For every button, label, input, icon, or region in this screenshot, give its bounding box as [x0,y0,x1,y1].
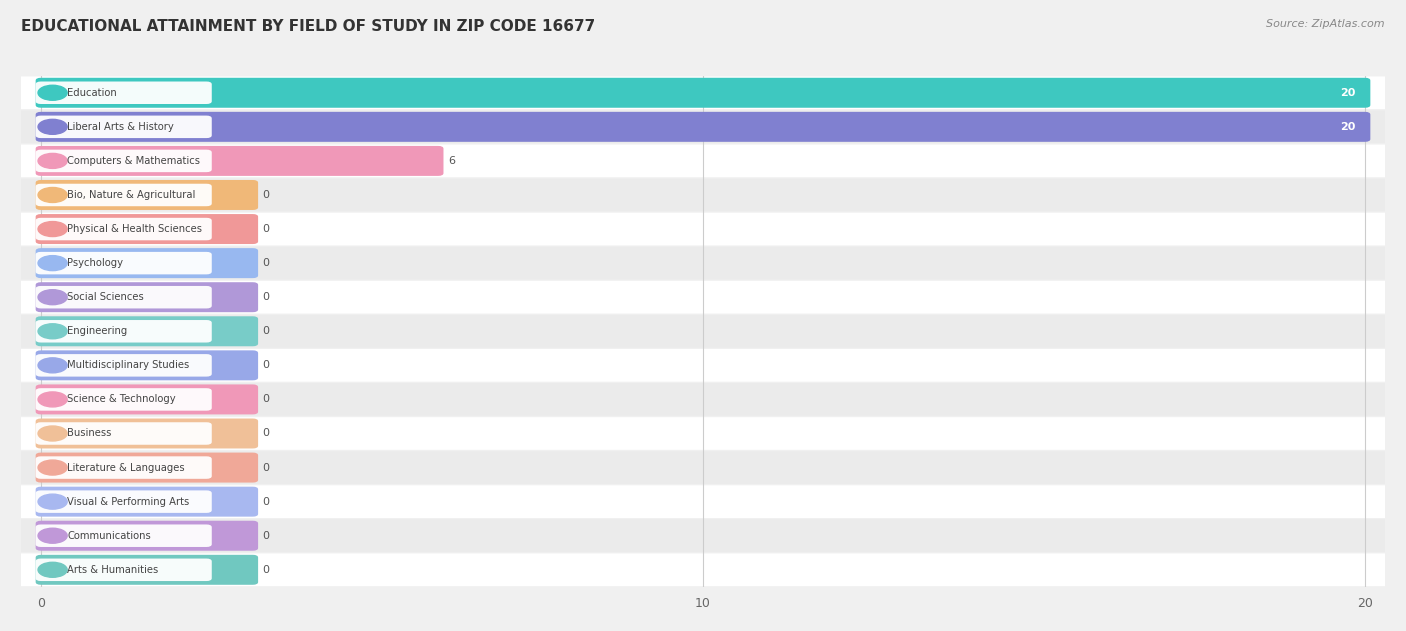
FancyBboxPatch shape [8,383,1398,416]
FancyBboxPatch shape [35,81,212,104]
Circle shape [38,358,67,373]
FancyBboxPatch shape [35,150,212,172]
Text: 0: 0 [263,326,270,336]
FancyBboxPatch shape [35,452,259,483]
Circle shape [38,562,67,577]
FancyBboxPatch shape [35,555,259,585]
Circle shape [38,426,67,441]
FancyBboxPatch shape [8,247,1398,280]
Circle shape [38,187,67,203]
FancyBboxPatch shape [35,248,259,278]
FancyBboxPatch shape [35,354,212,377]
FancyBboxPatch shape [35,521,259,551]
FancyBboxPatch shape [8,281,1398,314]
Text: 0: 0 [263,292,270,302]
Circle shape [38,290,67,305]
FancyBboxPatch shape [8,213,1398,245]
Text: 0: 0 [263,428,270,439]
Circle shape [38,119,67,134]
Text: Education: Education [67,88,117,98]
FancyBboxPatch shape [35,146,443,176]
FancyBboxPatch shape [8,144,1398,177]
FancyBboxPatch shape [8,451,1398,484]
Text: Visual & Performing Arts: Visual & Performing Arts [67,497,190,507]
Text: 0: 0 [263,463,270,473]
FancyBboxPatch shape [8,485,1398,518]
Text: Psychology: Psychology [67,258,124,268]
Text: Communications: Communications [67,531,150,541]
Text: Physical & Health Sciences: Physical & Health Sciences [67,224,202,234]
FancyBboxPatch shape [35,422,212,445]
FancyBboxPatch shape [35,384,259,415]
FancyBboxPatch shape [35,252,212,274]
Circle shape [38,85,67,100]
FancyBboxPatch shape [8,519,1398,552]
Text: Bio, Nature & Agricultural: Bio, Nature & Agricultural [67,190,195,200]
Text: Liberal Arts & History: Liberal Arts & History [67,122,174,132]
FancyBboxPatch shape [35,180,259,210]
FancyBboxPatch shape [35,558,212,581]
Circle shape [38,460,67,475]
Circle shape [38,324,67,339]
Text: Science & Technology: Science & Technology [67,394,176,404]
Text: Arts & Humanities: Arts & Humanities [67,565,159,575]
Text: Business: Business [67,428,111,439]
FancyBboxPatch shape [8,417,1398,450]
FancyBboxPatch shape [35,78,1371,108]
Text: 0: 0 [263,360,270,370]
FancyBboxPatch shape [35,112,1371,142]
FancyBboxPatch shape [8,315,1398,348]
Text: Engineering: Engineering [67,326,128,336]
FancyBboxPatch shape [8,76,1398,109]
FancyBboxPatch shape [35,456,212,479]
Text: Computers & Mathematics: Computers & Mathematics [67,156,200,166]
FancyBboxPatch shape [35,490,212,513]
FancyBboxPatch shape [35,388,212,411]
FancyBboxPatch shape [35,524,212,547]
Text: Source: ZipAtlas.com: Source: ZipAtlas.com [1267,19,1385,29]
FancyBboxPatch shape [35,214,259,244]
FancyBboxPatch shape [35,282,259,312]
Text: 0: 0 [263,190,270,200]
FancyBboxPatch shape [35,218,212,240]
Text: Multidisciplinary Studies: Multidisciplinary Studies [67,360,190,370]
Circle shape [38,392,67,407]
Text: 0: 0 [263,531,270,541]
Text: 0: 0 [263,497,270,507]
FancyBboxPatch shape [35,487,259,517]
Circle shape [38,528,67,543]
FancyBboxPatch shape [35,184,212,206]
Circle shape [38,221,67,237]
Text: Literature & Languages: Literature & Languages [67,463,184,473]
Text: EDUCATIONAL ATTAINMENT BY FIELD OF STUDY IN ZIP CODE 16677: EDUCATIONAL ATTAINMENT BY FIELD OF STUDY… [21,19,595,34]
FancyBboxPatch shape [35,316,259,346]
Circle shape [38,256,67,271]
FancyBboxPatch shape [8,110,1398,143]
Text: 0: 0 [263,394,270,404]
FancyBboxPatch shape [8,553,1398,586]
FancyBboxPatch shape [35,350,259,380]
Text: 0: 0 [263,258,270,268]
Text: 20: 20 [1340,88,1355,98]
FancyBboxPatch shape [35,320,212,343]
Circle shape [38,494,67,509]
Text: Social Sciences: Social Sciences [67,292,143,302]
Circle shape [38,153,67,168]
Text: 6: 6 [449,156,456,166]
Text: 0: 0 [263,565,270,575]
FancyBboxPatch shape [35,286,212,309]
FancyBboxPatch shape [35,418,259,449]
FancyBboxPatch shape [8,179,1398,211]
Text: 0: 0 [263,224,270,234]
Text: 20: 20 [1340,122,1355,132]
FancyBboxPatch shape [8,349,1398,382]
FancyBboxPatch shape [35,115,212,138]
